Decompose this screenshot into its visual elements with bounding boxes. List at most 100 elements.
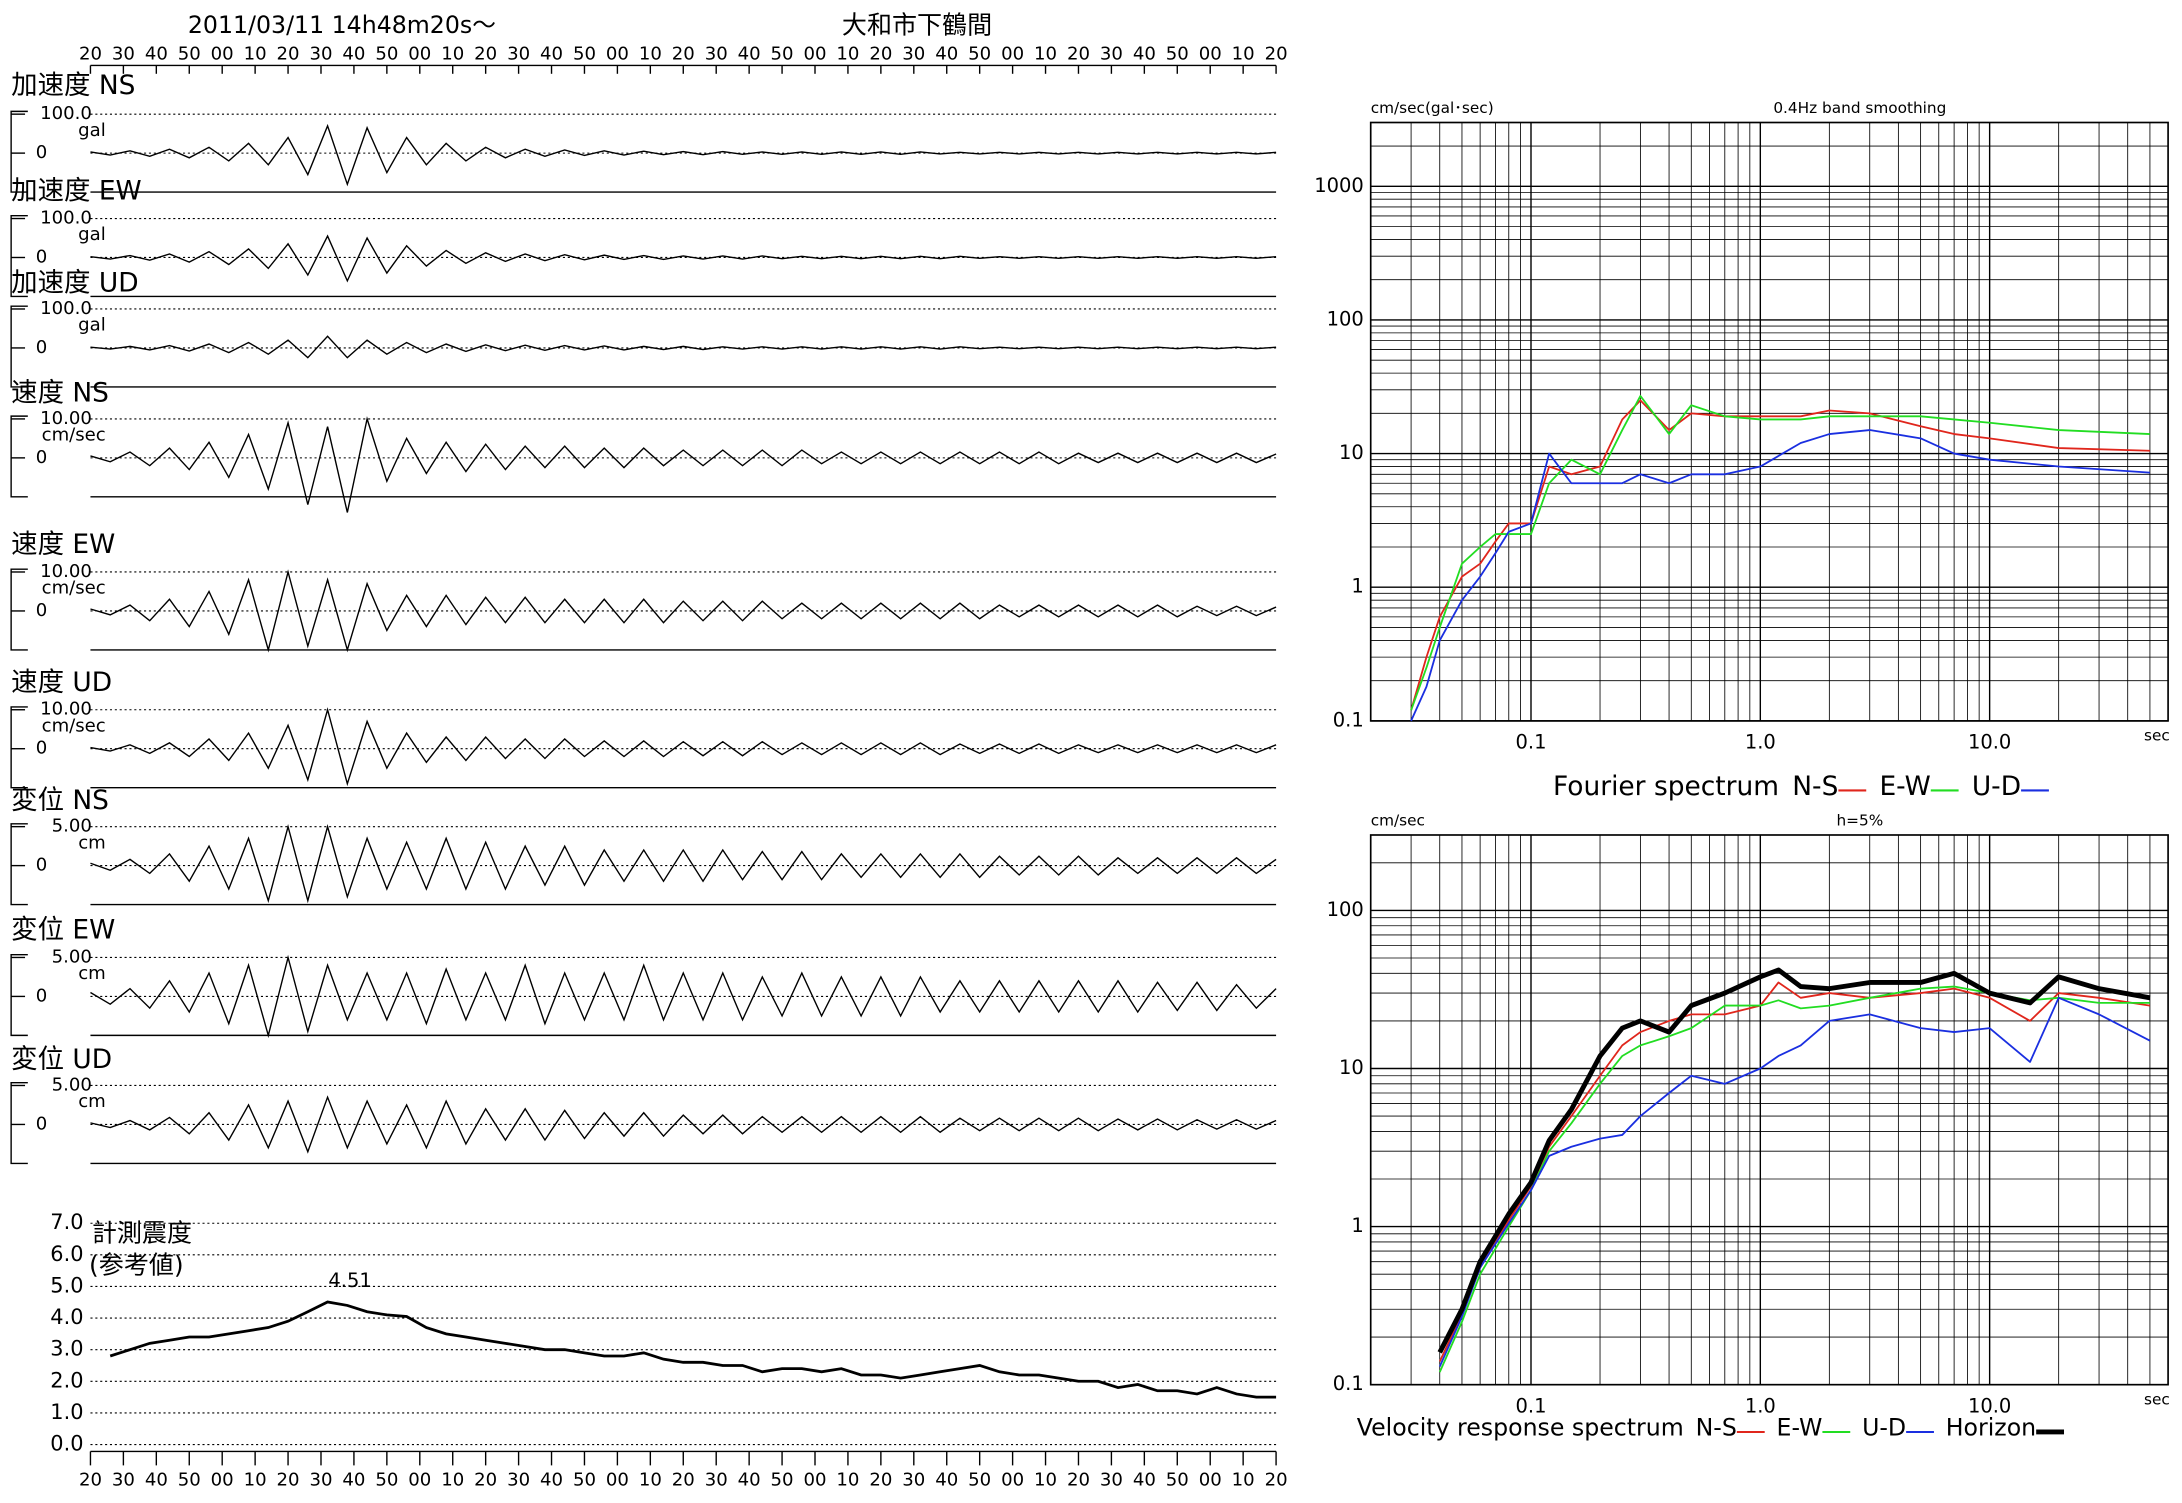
x-axis-label: sec: [2144, 727, 2170, 745]
x-tick-label: 30: [112, 43, 135, 64]
x-tick-label: 50: [375, 43, 398, 64]
panel-label: 速度 NS: [11, 377, 109, 408]
panel-label: 速度 UD: [11, 667, 112, 698]
legend-label: N-S: [1696, 1414, 1737, 1442]
unit-label: cm: [78, 963, 106, 984]
x-tick-label: 40: [935, 43, 958, 64]
x-tick-label: 00: [211, 43, 234, 64]
legend-label: U-D: [1862, 1414, 1906, 1442]
x-tick-label: 10: [836, 1470, 859, 1491]
x-tick-label: 20: [1067, 1470, 1090, 1491]
y-tick-label: 5.00: [52, 816, 92, 837]
x-tick-label: 00: [1001, 1470, 1024, 1491]
legend-label: E-W: [1879, 771, 1930, 802]
waveform-trace: [90, 1095, 1277, 1154]
x-tick-label: 50: [573, 1470, 596, 1491]
unit-label: gal: [78, 224, 106, 245]
x-tick-label: 10: [639, 43, 662, 64]
plot-frame: [1369, 121, 2169, 722]
x-tick-label: 30: [1100, 43, 1123, 64]
panel-label: 速度 EW: [11, 529, 115, 560]
x-tick-label: 10: [1034, 1470, 1057, 1491]
panel-bracket: [10, 953, 28, 1037]
x-tick-label: 20: [1265, 43, 1288, 64]
x-tick-label: 20: [79, 1470, 102, 1491]
x-tick-label: 10.0: [1968, 731, 2011, 754]
x-tick-label: 20: [869, 43, 892, 64]
unit-label: gal: [78, 315, 106, 336]
legend-label: U-D: [1972, 771, 2021, 802]
y-tick-label: 100.0: [40, 298, 92, 319]
y-tick-label: 5.00: [52, 946, 92, 967]
unit-label: cm/sec: [42, 715, 106, 736]
waveform-trace: [90, 335, 1277, 359]
x-tick-label: 50: [968, 1470, 991, 1491]
x-tick-label: 50: [375, 1470, 398, 1491]
x-tick-label: 10: [836, 43, 859, 64]
plot-frame: [1369, 834, 2169, 1386]
y-tick-label: 0: [36, 600, 48, 621]
panel-label: 変位 UD: [11, 1044, 112, 1075]
x-tick-label: 20: [1265, 1470, 1288, 1491]
chart-title: 2011/03/11 14h48m20s〜: [188, 11, 496, 39]
spectrum-line: [1410, 429, 2150, 722]
x-tick-label: 40: [540, 1470, 563, 1491]
panel-bracket: [10, 568, 28, 651]
legend-title: Velocity response spectrum: [1357, 1414, 1684, 1442]
x-tick-label: 10: [1034, 43, 1057, 64]
y-tick-label: 10.00: [40, 408, 92, 429]
x-tick-label: 40: [738, 43, 761, 64]
waveform-trace: [90, 954, 1277, 1039]
y-tick-label: 0: [36, 855, 48, 876]
y-tick-label: 100.0: [40, 103, 92, 124]
waveform-trace: [90, 416, 1277, 513]
y-tick-label: 0: [36, 337, 48, 358]
x-tick-label: 30: [507, 1470, 530, 1491]
panel-label: 加速度 NS: [11, 70, 135, 101]
x-tick-label: 40: [935, 1470, 958, 1491]
y-tick-label: 0: [36, 985, 48, 1006]
y-tick-label: 100: [1327, 307, 1364, 330]
x-tick-label: 50: [178, 43, 201, 64]
y-tick-label: 7.0: [50, 1210, 83, 1234]
y-tick-label: 10.00: [40, 561, 92, 582]
unit-label: gal: [78, 120, 106, 141]
spectrum-line: [1438, 981, 2151, 1362]
peak-annotation: 4.51: [328, 1269, 371, 1292]
x-tick-label: 20: [672, 1470, 695, 1491]
x-tick-label: 00: [408, 43, 431, 64]
x-tick-label: 10: [441, 43, 464, 64]
y-axis-label: cm/sec: [1371, 812, 1425, 830]
x-tick-label: 30: [902, 1470, 925, 1491]
waveform-trace: [90, 569, 1277, 653]
x-tick-label: 40: [1133, 1470, 1156, 1491]
y-tick-label: 1: [1351, 575, 1363, 598]
waveform-trace: [90, 234, 1277, 283]
y-tick-label: 5.0: [50, 1273, 83, 1297]
x-tick-label: 40: [145, 1470, 168, 1491]
y-tick-label: 0.1: [1333, 708, 1364, 731]
panel-label: 変位 NS: [11, 785, 109, 816]
x-tick-label: 00: [211, 1470, 234, 1491]
x-tick-label: 00: [606, 1470, 629, 1491]
x-tick-label: 00: [1199, 1470, 1222, 1491]
x-tick-label: 20: [79, 43, 102, 64]
x-tick-label: 30: [112, 1470, 135, 1491]
panel-bracket: [10, 706, 28, 789]
x-tick-label: 40: [1133, 43, 1156, 64]
x-tick-label: 30: [705, 1470, 728, 1491]
intensity-trace: [109, 1300, 1277, 1399]
y-tick-label: 100: [1327, 898, 1364, 921]
x-tick-label: 30: [902, 43, 925, 64]
x-tick-label: 30: [309, 1470, 332, 1491]
y-tick-label: 6.0: [50, 1242, 83, 1266]
spectrum-line: [1410, 395, 2150, 711]
y-tick-label: 1000: [1314, 174, 1364, 197]
unit-label: cm: [78, 832, 106, 853]
y-tick-label: 0: [36, 738, 48, 759]
chart-subtitle: (参考値): [89, 1250, 184, 1279]
x-axis-label: sec: [2144, 1390, 2170, 1408]
x-tick-label: 20: [1067, 43, 1090, 64]
